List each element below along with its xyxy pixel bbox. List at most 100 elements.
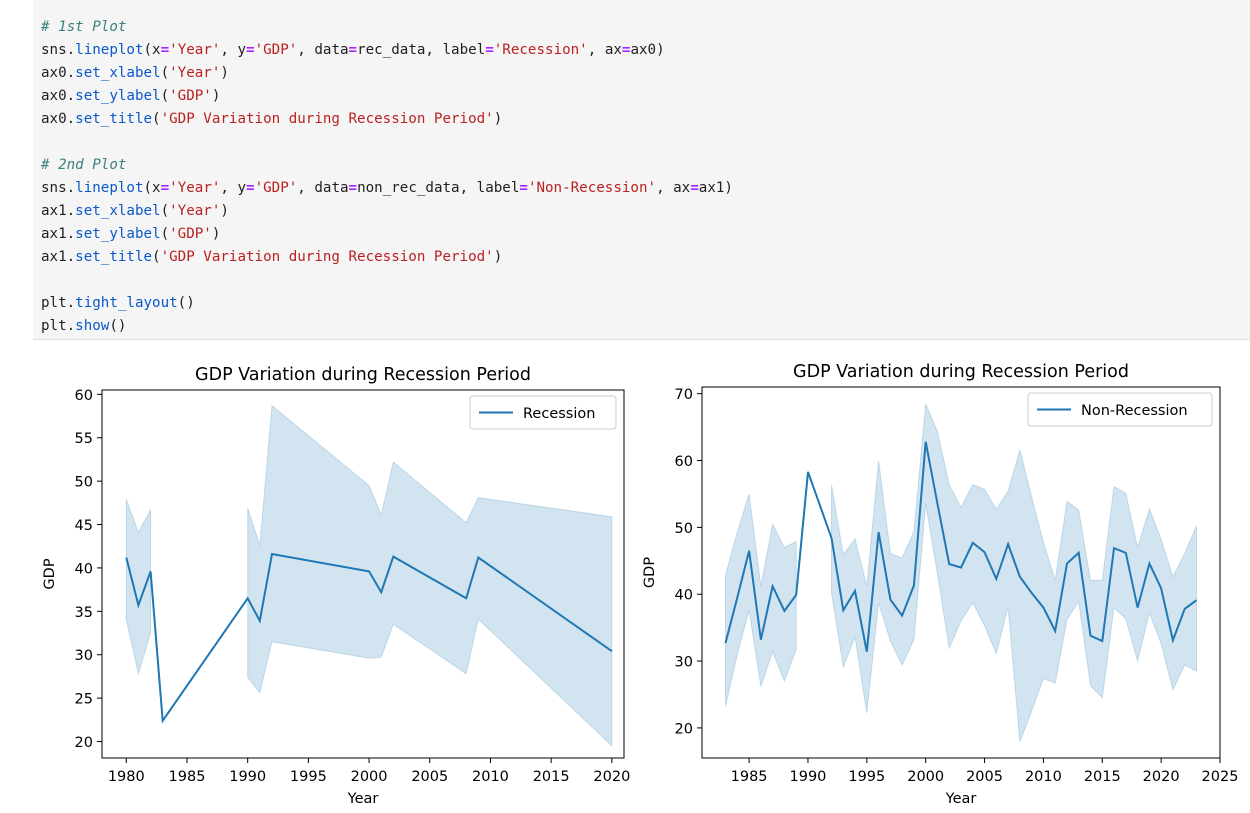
y-tick-label: 60 [675, 454, 693, 470]
code-token: ( [152, 111, 161, 127]
axes-frame [101, 389, 625, 759]
y-tick-label: 60 [75, 388, 93, 404]
code-token: () [109, 318, 127, 334]
code-line: ax1.set_ylabel('GDP') [41, 225, 220, 243]
y-tick-label: 50 [75, 475, 93, 491]
code-token: ) [220, 65, 229, 81]
code-token: sns. [41, 180, 76, 196]
code-token: = [485, 42, 494, 58]
code-token: ) [211, 88, 221, 104]
x-tick-label: 1995 [290, 769, 327, 785]
legend-label: Non-Recession [1081, 403, 1188, 419]
code-token: ax0) [630, 42, 665, 58]
code-line: ax0.set_xlabel('Year') [41, 64, 229, 82]
y-tick-label: 50 [675, 521, 693, 537]
code-token: () [177, 295, 195, 311]
code-line: ax0.set_title('GDP Variation during Rece… [41, 110, 502, 128]
code-token: (x [143, 180, 161, 196]
code-line: plt.tight_layout() [41, 294, 195, 312]
code-line: # 1st Plot [41, 18, 126, 36]
x-tick-label: 1990 [229, 769, 266, 785]
code-token: ax1) [698, 180, 733, 196]
code-token: , ax [587, 42, 622, 58]
code-token: 'GDP' [169, 226, 212, 242]
code-token: ( [160, 203, 170, 219]
confidence-band [247, 404, 613, 747]
right-chart: 1985 1990 1995 2000 2005 2010 2015 2020 20252030… [642, 362, 1238, 807]
code-token: 'GDP' [254, 180, 298, 196]
code-token: sns. [41, 42, 76, 58]
code-token: = [246, 180, 255, 196]
code-token: show [75, 318, 110, 334]
x-axis-label: Year [945, 791, 977, 807]
code-token: ) [493, 249, 503, 265]
code-token: set_ylabel [75, 226, 161, 242]
code-line: ax0.set_ylabel('GDP') [41, 87, 220, 105]
y-tick-label: 20 [75, 735, 93, 751]
code-token: ax0. [41, 88, 76, 104]
code-token: ( [160, 65, 170, 81]
code-token: ax1. [41, 203, 76, 219]
x-tick-label: 1995 [848, 769, 885, 785]
x-tick-label: 2010 [1025, 769, 1062, 785]
code-token: ax1. [41, 249, 76, 265]
code-token: lineplot [75, 180, 144, 196]
legend: Recession [469, 395, 617, 430]
code-token: ax1. [41, 226, 76, 242]
code-line: ax1.set_xlabel('Year') [41, 202, 229, 220]
code-token: plt. [41, 318, 76, 334]
x-tick-label: 2005 [411, 769, 448, 785]
y-tick-label: 55 [75, 431, 93, 447]
chart-title: GDP Variation during Recession Period [793, 362, 1129, 382]
x-tick-label: 2000 [351, 769, 388, 785]
code-token: , data [297, 180, 349, 196]
code-line: ax1.set_title('GDP Variation during Rece… [41, 248, 502, 266]
code-token: 'GDP Variation during Recession Period' [160, 111, 494, 127]
code-line: sns.lineplot(x='Year', y='GDP', data=rec… [41, 41, 665, 59]
series-line [724, 441, 1198, 652]
code-token: 'Year' [169, 65, 221, 81]
code-token: ax0. [41, 111, 76, 127]
code-token: = [621, 42, 631, 58]
y-axis-label: GDP [42, 558, 58, 589]
y-tick-label: 35 [75, 605, 93, 621]
x-tick-label: 2010 [472, 769, 509, 785]
code-cell[interactable]: # 1st Plot sns.lineplot(x='Year', y='GDP'… [33, 0, 1250, 340]
code-token: non_rec_data, label [357, 180, 520, 196]
code-token: ) [493, 111, 503, 127]
code-token: ( [160, 226, 170, 242]
code-token: = [160, 180, 170, 196]
x-tick-label: 2015 [1084, 769, 1121, 785]
x-tick-label: 2000 [907, 769, 944, 785]
figure: 1980 1985 1990 1995 2000 2005 2010 2015 20202025… [42, 362, 1238, 807]
y-axis-label: GDP [642, 557, 658, 588]
code-token: ) [211, 226, 221, 242]
code-token: tight_layout [75, 295, 178, 311]
code-token: ) [220, 203, 229, 219]
code-token: , y [220, 42, 247, 58]
code-line: sns.lineplot(x='Year', y='GDP', data=non… [41, 179, 733, 197]
code-token: 'GDP' [254, 42, 298, 58]
x-tick-label: 1985 [731, 769, 768, 785]
confidence-band [125, 499, 152, 676]
legend-label: Recession [523, 406, 595, 422]
code-token: ax0. [41, 65, 76, 81]
y-tick-label: 25 [75, 692, 93, 708]
code-token: # 1st Plot [41, 19, 127, 35]
confidence-band [725, 493, 797, 707]
code-token: = [690, 180, 699, 196]
code-token: 'Year' [169, 203, 221, 219]
code-token: = [519, 180, 528, 196]
legend-box [1027, 392, 1213, 427]
x-tick-label: 2020 [1143, 769, 1180, 785]
code-token: 'GDP Variation during Recession Period' [160, 249, 494, 265]
x-tick-label: 2015 [533, 769, 570, 785]
left-chart: 1980 1985 1990 1995 2000 2005 2010 2015 20202025… [42, 365, 630, 807]
axes-frame [701, 386, 1221, 759]
x-axis-label: Year [347, 791, 379, 807]
code-token: ( [160, 88, 170, 104]
code-token: = [160, 42, 170, 58]
code-token: lineplot [75, 42, 144, 58]
code-line: plt.show() [41, 317, 126, 335]
x-tick-label: 1980 [108, 769, 145, 785]
